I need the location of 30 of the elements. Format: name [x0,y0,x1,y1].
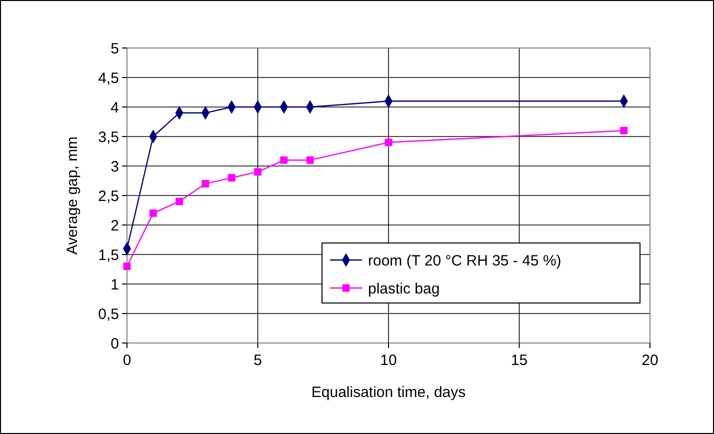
point [202,180,210,188]
x-tick-label: 20 [642,352,658,369]
y-tick-label: 5 [110,40,119,58]
legend-label: plastic bag [368,280,440,298]
point [123,262,131,270]
point [149,209,157,217]
y-tick-label: 0 [110,335,119,352]
y-tick-label: 3,5 [98,128,119,146]
y-tick-label: 2 [110,217,119,234]
y-tick-label: 4,5 [98,70,119,87]
y-tick-label: 0,5 [98,306,119,323]
point [176,198,184,206]
x-tick-label: 10 [380,352,397,369]
point [228,174,236,182]
x-tick-label: 15 [510,352,528,369]
legend-label: room (T 20 °C RH 35 - 45 %) [368,252,562,270]
y-tick-label: 1 [110,276,119,294]
y-tick-label: 3 [110,158,119,176]
point [384,138,392,146]
point [620,126,628,134]
x-tick-label: 0 [122,352,132,369]
point [280,156,288,164]
y-axis-title: Average gap, mm [64,136,81,255]
point [306,156,314,164]
x-tick-label: 5 [254,352,262,369]
y-tick-label: 1,5 [98,246,119,264]
x-axis-title: Equalisation time, days [311,384,466,401]
y-tick-label: 4 [110,99,119,116]
point [254,168,262,176]
y-tick-label: 2,5 [98,188,119,205]
